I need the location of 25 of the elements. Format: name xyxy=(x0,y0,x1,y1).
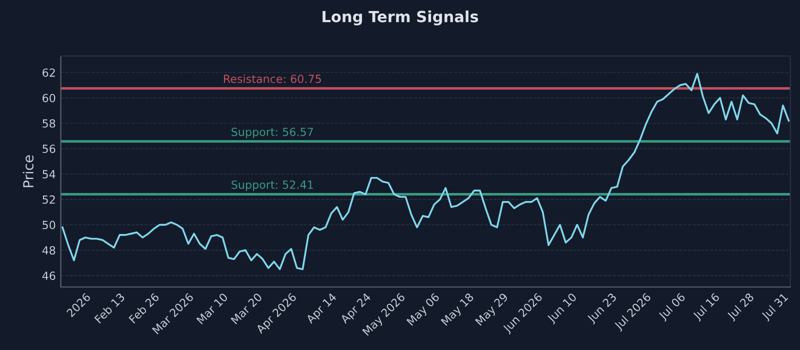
x-tick-label: Feb 26 xyxy=(128,292,160,324)
chart-title: Long Term Signals xyxy=(322,10,478,26)
y-tick-label: 50 xyxy=(42,220,56,230)
ref-line-label: Support: 56.57 xyxy=(232,128,313,138)
ref-line-label: Resistance: 60.75 xyxy=(224,74,321,84)
x-tick-label: Jul 06 xyxy=(658,292,688,322)
x-tick-label: Jul 28 xyxy=(726,292,756,322)
y-tick-label: 58 xyxy=(42,119,56,128)
y-tick-label: 54 xyxy=(42,170,56,178)
y-axis-title: Price xyxy=(22,155,34,188)
y-tick-label: 62 xyxy=(42,68,55,77)
y-tick-label: 60 xyxy=(42,94,56,102)
x-tick-label: Jul 16 xyxy=(692,292,722,322)
x-tick-label: Mar 10 xyxy=(196,292,228,324)
y-tick-label: 52 xyxy=(42,195,55,204)
line-series xyxy=(62,72,790,270)
y-tick-label: 56 xyxy=(42,144,56,154)
x-tick-label: Feb 13 xyxy=(94,292,126,324)
x-tick-label: Apr 14 xyxy=(305,292,338,326)
x-tick-label: Jul 31 xyxy=(760,292,790,322)
x-tick-label: Jun 10 xyxy=(546,292,578,325)
x-tick-label: Mar 20 xyxy=(230,292,262,324)
y-tick-label: 48 xyxy=(42,246,56,255)
y-tick-label: 46 xyxy=(42,272,56,280)
ref-line-label: Support: 52.41 xyxy=(232,180,313,192)
